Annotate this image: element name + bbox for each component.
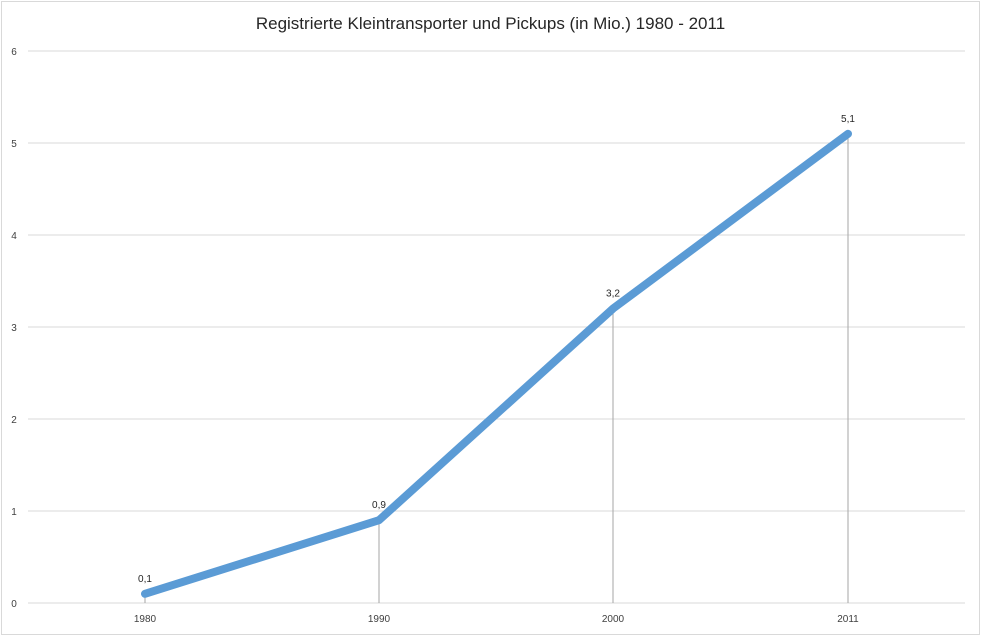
y-tick-label: 3 bbox=[11, 323, 17, 334]
data-label: 3,2 bbox=[606, 289, 620, 300]
gridlines bbox=[28, 50, 965, 604]
series-line-group bbox=[141, 129, 852, 598]
x-tick-label: 1980 bbox=[134, 614, 157, 625]
x-tick-label: 2000 bbox=[602, 614, 625, 625]
y-tick-label: 1 bbox=[11, 507, 17, 518]
x-axis-ticks: 1980 1990 2000 2011 bbox=[134, 614, 859, 625]
drop-lines bbox=[144, 133, 849, 603]
x-tick-label: 2011 bbox=[837, 614, 859, 625]
series-line bbox=[141, 129, 852, 598]
x-tick-label: 1990 bbox=[368, 614, 391, 625]
y-tick-label: 2 bbox=[11, 415, 17, 426]
data-label: 0,9 bbox=[372, 500, 386, 511]
y-tick-label: 6 bbox=[11, 47, 17, 58]
y-tick-label: 4 bbox=[11, 231, 17, 242]
data-labels: 0,1 0,9 3,2 5,1 bbox=[138, 114, 855, 585]
y-axis-ticks: 0 1 2 3 4 5 6 bbox=[11, 47, 17, 610]
chart-title: Registrierte Kleintransporter und Pickup… bbox=[255, 14, 726, 33]
data-label: 5,1 bbox=[841, 114, 855, 125]
y-tick-label: 0 bbox=[11, 599, 17, 610]
data-label: 0,1 bbox=[138, 574, 152, 585]
y-tick-label: 5 bbox=[11, 139, 17, 150]
